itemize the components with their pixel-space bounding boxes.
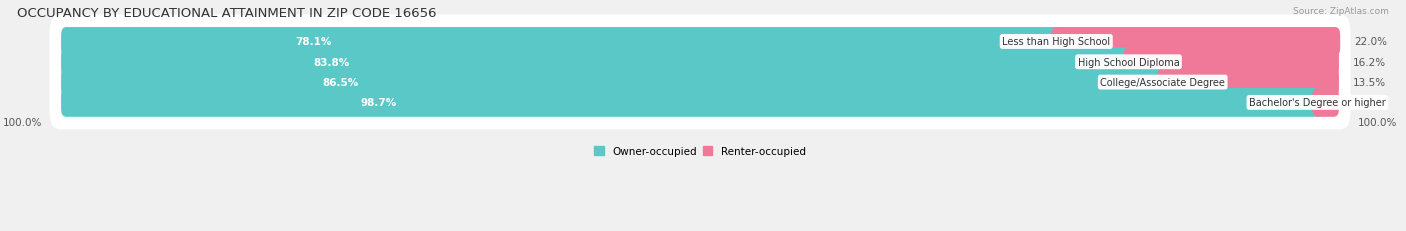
FancyBboxPatch shape [49,36,1350,89]
Text: High School Diploma: High School Diploma [1077,58,1180,67]
Text: 98.7%: 98.7% [361,98,396,108]
FancyBboxPatch shape [49,76,1350,130]
FancyBboxPatch shape [1123,48,1339,77]
FancyBboxPatch shape [1312,89,1339,117]
FancyBboxPatch shape [49,56,1350,109]
Text: OCCUPANCY BY EDUCATIONAL ATTAINMENT IN ZIP CODE 16656: OCCUPANCY BY EDUCATIONAL ATTAINMENT IN Z… [17,7,436,20]
Text: 13.5%: 13.5% [1353,78,1386,88]
Text: 100.0%: 100.0% [1358,117,1398,127]
Text: 78.1%: 78.1% [295,37,332,47]
Text: 86.5%: 86.5% [322,78,359,88]
FancyBboxPatch shape [60,68,1168,97]
Text: Source: ZipAtlas.com: Source: ZipAtlas.com [1294,7,1389,16]
Text: Less than High School: Less than High School [1002,37,1111,47]
Text: 83.8%: 83.8% [314,58,350,67]
FancyBboxPatch shape [49,15,1350,69]
Legend: Owner-occupied, Renter-occupied: Owner-occupied, Renter-occupied [591,143,810,161]
Text: College/Associate Degree: College/Associate Degree [1101,78,1225,88]
FancyBboxPatch shape [60,89,1323,117]
Text: 100.0%: 100.0% [3,117,42,127]
Text: Bachelor's Degree or higher: Bachelor's Degree or higher [1249,98,1386,108]
FancyBboxPatch shape [60,48,1133,77]
Text: 16.2%: 16.2% [1353,58,1386,67]
FancyBboxPatch shape [60,28,1062,57]
FancyBboxPatch shape [1052,28,1340,57]
FancyBboxPatch shape [1157,68,1339,97]
Text: 1.3%: 1.3% [1353,98,1379,108]
Text: 22.0%: 22.0% [1354,37,1388,47]
